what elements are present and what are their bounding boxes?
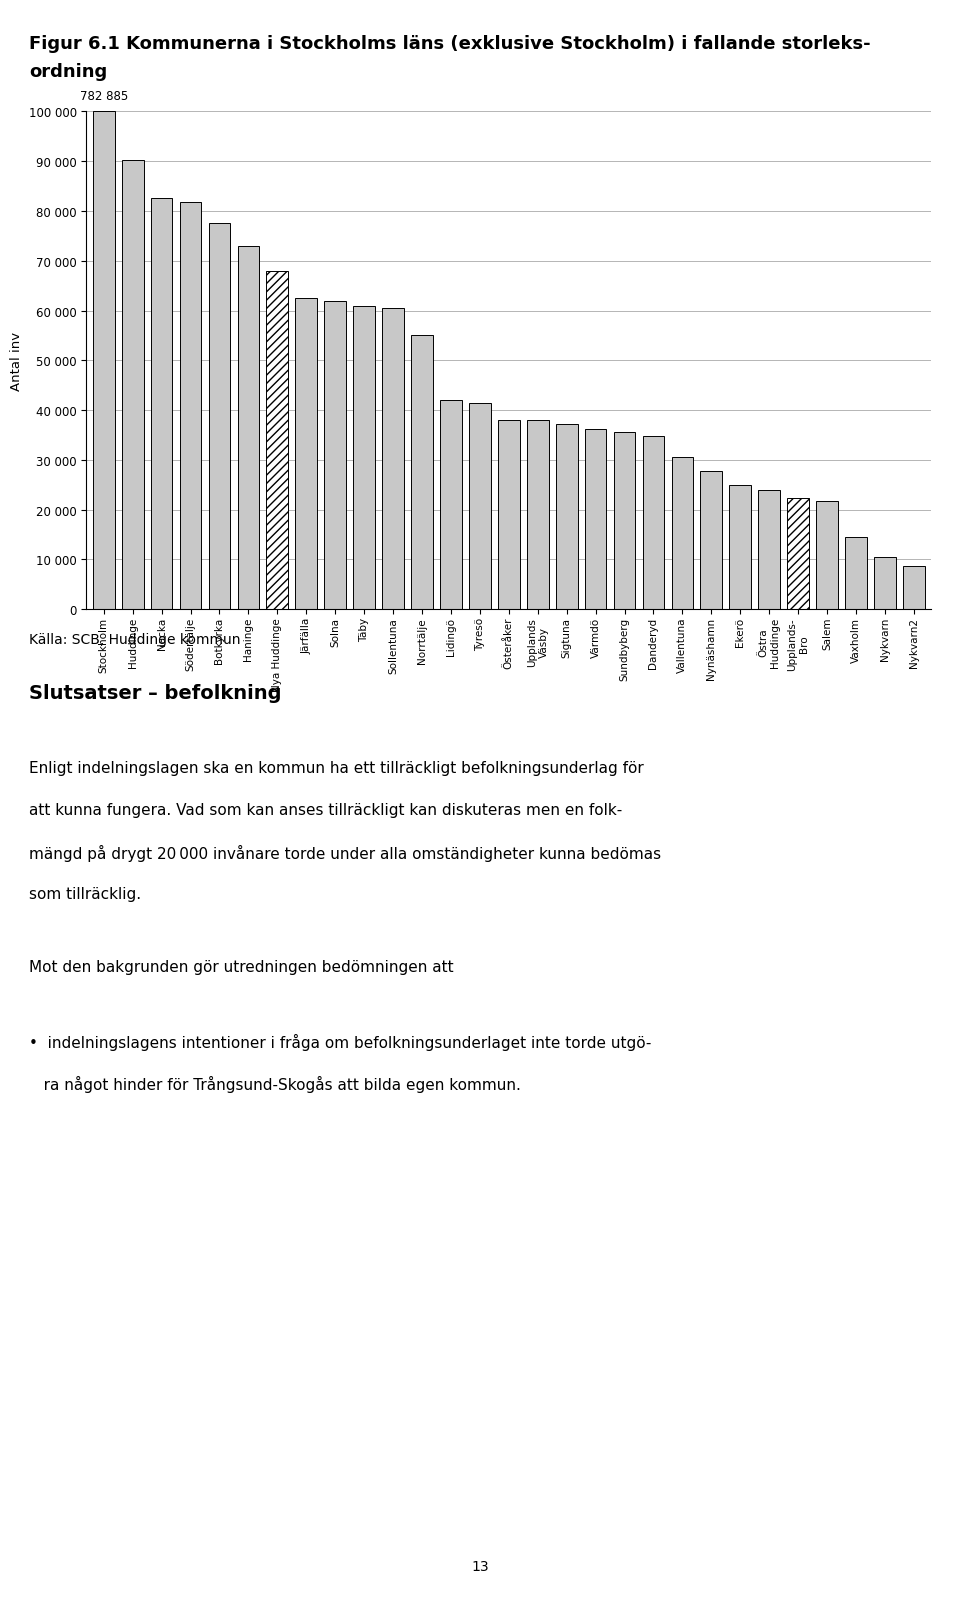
Bar bbox=[556, 425, 578, 610]
Bar bbox=[613, 432, 636, 610]
Text: ra något hinder för Trångsund-Skogås att bilda egen kommun.: ra något hinder för Trångsund-Skogås att… bbox=[29, 1075, 520, 1093]
Text: Källa: SCB, Huddinge kommun: Källa: SCB, Huddinge kommun bbox=[29, 632, 240, 647]
Bar bbox=[672, 457, 693, 610]
Bar bbox=[296, 299, 317, 610]
Bar bbox=[787, 499, 809, 610]
Bar bbox=[353, 307, 375, 610]
Bar bbox=[469, 403, 491, 610]
Text: att kunna fungera. Vad som kan anses tillräckligt kan diskuteras men en folk-: att kunna fungera. Vad som kan anses til… bbox=[29, 802, 622, 817]
Bar bbox=[527, 421, 548, 610]
Bar bbox=[208, 223, 230, 610]
Bar bbox=[122, 160, 144, 610]
Text: Enligt indelningslagen ska en kommun ha ett tillräckligt befolkningsunderlag för: Enligt indelningslagen ska en kommun ha … bbox=[29, 761, 643, 775]
Bar bbox=[180, 202, 202, 610]
Bar bbox=[758, 491, 780, 610]
Bar bbox=[151, 199, 173, 610]
Bar bbox=[440, 400, 462, 610]
Bar bbox=[903, 567, 924, 610]
Bar bbox=[874, 557, 896, 610]
Text: •  indelningslagens intentioner i fråga om befolkningsunderlaget inte torde utgö: • indelningslagens intentioner i fråga o… bbox=[29, 1034, 651, 1051]
Text: mängd på drygt 20 000 invånare torde under alla omständigheter kunna bedömas: mängd på drygt 20 000 invånare torde und… bbox=[29, 844, 660, 862]
Text: Figur 6.1 Kommunerna i Stockholms läns (exklusive Stockholm) i fallande storleks: Figur 6.1 Kommunerna i Stockholms läns (… bbox=[29, 35, 871, 53]
Bar bbox=[585, 430, 607, 610]
Text: 13: 13 bbox=[471, 1558, 489, 1573]
Text: Mot den bakgrunden gör utredningen bedömningen att: Mot den bakgrunden gör utredningen bedöm… bbox=[29, 960, 453, 974]
Bar bbox=[267, 271, 288, 610]
Bar bbox=[382, 308, 404, 610]
Bar bbox=[411, 337, 433, 610]
Bar bbox=[93, 112, 114, 610]
Bar bbox=[498, 421, 519, 610]
Text: 782 885: 782 885 bbox=[80, 90, 128, 103]
Text: som tillräcklig.: som tillräcklig. bbox=[29, 886, 141, 900]
Y-axis label: Antal inv: Antal inv bbox=[10, 332, 23, 390]
Text: Slutsatser – befolkning: Slutsatser – befolkning bbox=[29, 684, 281, 703]
Bar bbox=[730, 486, 751, 610]
Bar bbox=[701, 472, 722, 610]
Bar bbox=[237, 247, 259, 610]
Bar bbox=[845, 538, 867, 610]
Bar bbox=[816, 502, 838, 610]
Bar bbox=[642, 437, 664, 610]
Bar bbox=[324, 302, 346, 610]
Text: ordning: ordning bbox=[29, 63, 108, 80]
